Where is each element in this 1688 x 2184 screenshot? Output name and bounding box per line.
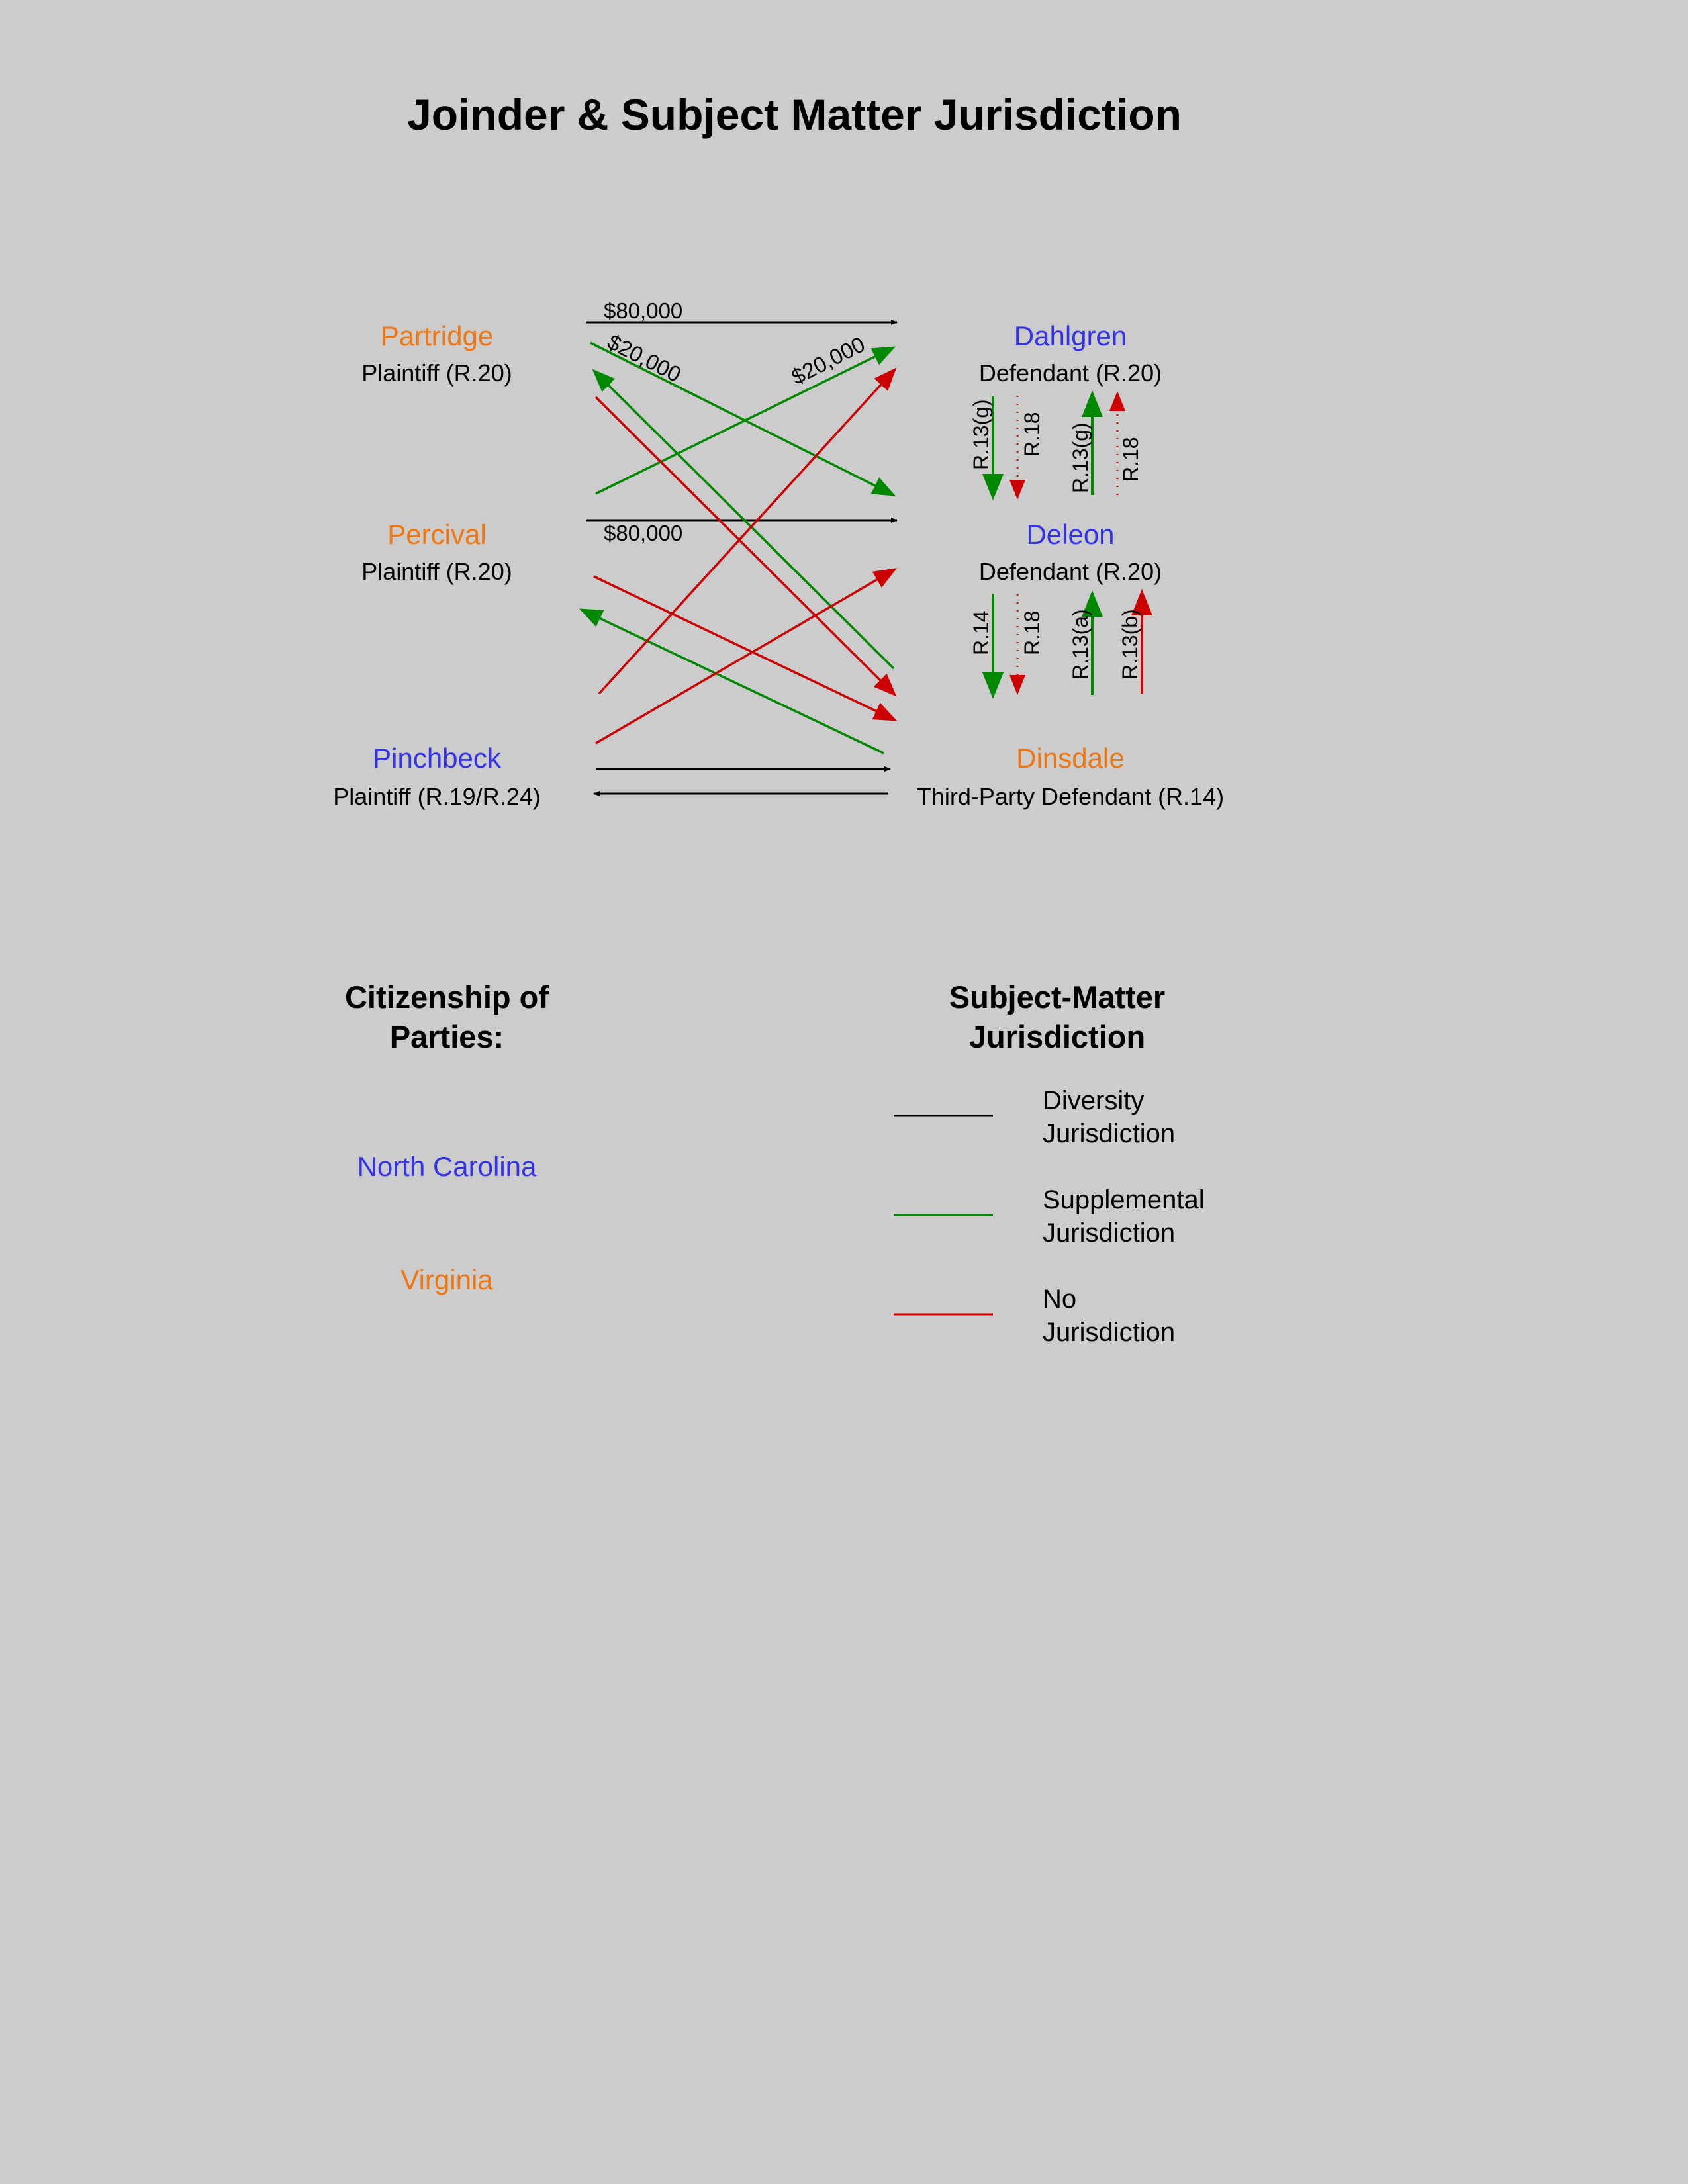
legend-label-supplemental-line2: Jurisdiction (1043, 1218, 1175, 1248)
claim-dinsdale-partridge (592, 369, 895, 670)
claim-pinchbeck-deleon (595, 568, 898, 745)
party-role-percival: Plaintiff (R.20) (361, 558, 512, 585)
legend-label-diversity: Diversity (1043, 1086, 1144, 1115)
amount-partridge-dahlgren: $80,000 (604, 298, 682, 323)
rule-label-deleon-dahlgren-1: R.13(g) (1068, 422, 1092, 493)
party-role-dahlgren: Defendant (R.20) (979, 359, 1162, 387)
party-name-deleon: Deleon (1026, 519, 1114, 550)
party-name-percival: Percival (387, 519, 486, 550)
legend-label-diversity-line2: Jurisdiction (1043, 1119, 1175, 1148)
rule-label-dahlgren-deleon-2: R.18 (1020, 412, 1044, 457)
rule-label-deleon-dinsdale-1: R.14 (969, 610, 993, 655)
citizenship-heading: Citizenship of (345, 979, 549, 1015)
state-virginia: Virginia (400, 1264, 493, 1295)
legend-label-none: No (1043, 1285, 1076, 1314)
party-role-deleon: Defendant (R.20) (979, 558, 1162, 585)
party-name-dahlgren: Dahlgren (1014, 320, 1127, 351)
legend-heading: Subject-Matter (949, 979, 1165, 1015)
claim-pinchbeck-dahlgren (598, 367, 897, 695)
party-role-dinsdale: Third-Party Defendant (R.14) (917, 783, 1224, 810)
claim-percival-dahlgren (595, 346, 896, 495)
legend-label-supplemental: Supplemental (1043, 1185, 1205, 1214)
claim-dinsdale-percival (579, 608, 884, 754)
state-north-carolina: North Carolina (357, 1151, 537, 1182)
rule-label-deleon-dahlgren-2: R.18 (1119, 437, 1143, 482)
rule-label-dahlgren-deleon-1: R.13(g) (969, 399, 993, 470)
amount-partridge-deleon: $20,000 (604, 329, 685, 387)
page-title: Joinder & Subject Matter Jurisdiction (407, 90, 1182, 139)
legend-label-none-line2: Jurisdiction (1043, 1318, 1175, 1347)
party-name-pinchbeck: Pinchbeck (373, 743, 502, 774)
rule-label-dinsdale-deleon-1: R.13(a) (1068, 609, 1092, 680)
party-role-partridge: Plaintiff (R.20) (361, 359, 512, 387)
claim-percival-dinsdale (593, 575, 898, 721)
party-name-partridge: Partridge (381, 320, 493, 351)
rule-label-deleon-dinsdale-2: R.18 (1020, 610, 1044, 655)
party-name-dinsdale: Dinsdale (1016, 743, 1124, 774)
legend-heading-line2: Jurisdiction (969, 1019, 1145, 1054)
rule-label-dinsdale-deleon-2: R.13(b) (1118, 609, 1142, 680)
amount-percival-deleon: $80,000 (604, 521, 682, 545)
citizenship-heading-line2: Parties: (390, 1019, 504, 1054)
claim-partridge-deleon (590, 341, 896, 496)
claim-partridge-dinsdale (594, 396, 897, 697)
party-role-pinchbeck: Plaintiff (R.19/R.24) (333, 783, 540, 810)
